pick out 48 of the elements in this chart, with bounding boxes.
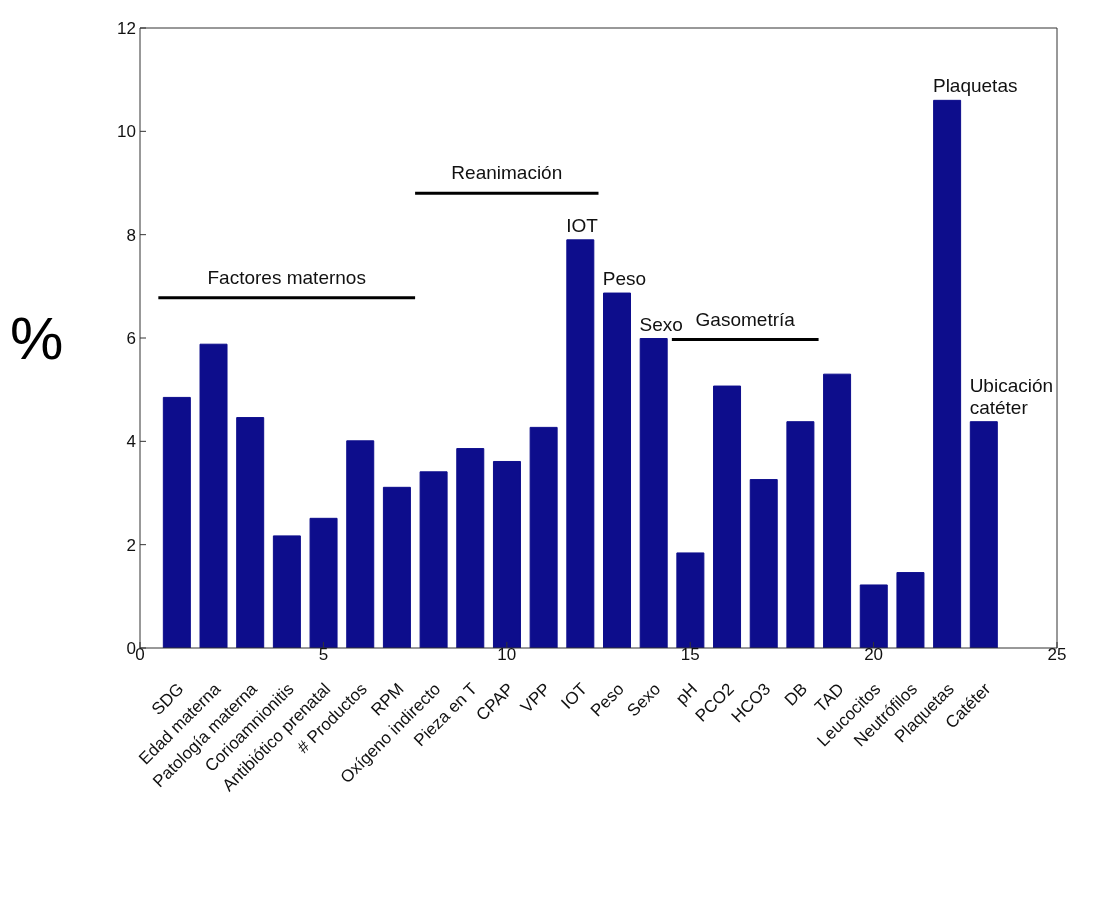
bar [346,440,375,648]
bar [676,552,705,648]
annotation: IOT [566,214,599,236]
bar [566,239,595,648]
bar [199,343,228,648]
y-tick-label: 0 [126,639,136,659]
bar [896,572,925,648]
bar [272,535,301,648]
bar [859,584,888,648]
x-tick-label: VPP [516,679,555,717]
x-tick-label: pH [672,679,702,709]
bar [492,460,521,648]
annotation: Gasometría [695,308,796,330]
y-tick-label: 10 [117,122,136,142]
bar [236,417,265,648]
annotation: Sexo [639,313,683,335]
bar [713,385,742,648]
x-tick-label: IOT [557,679,591,713]
x2-tick-label: 25 [1047,645,1067,664]
bar [969,421,998,648]
bar [309,517,338,648]
bar [456,448,485,648]
annotation: Factores maternos [207,266,366,288]
bar [749,479,778,648]
bar [786,421,815,648]
y-tick-label: 6 [126,329,136,349]
y-tick-label: 8 [126,225,136,245]
bar [639,338,668,648]
bar [419,471,448,648]
x2-tick-label: 10 [497,645,517,664]
x2-tick-label: 15 [680,645,700,664]
bar [529,426,558,648]
annotation: Peso [602,268,647,290]
x-tick-label: DB [780,679,812,710]
bar [933,99,962,648]
bar [382,486,411,648]
y-tick-label: 2 [126,535,136,555]
y-axis-title: % [10,305,64,373]
x2-tick-label: 20 [864,645,884,664]
y-tick-label: 4 [126,432,136,452]
bar [162,396,191,648]
bar [823,373,852,648]
x2-tick-label: 5 [318,645,329,664]
annotation: Ubicación catéter [969,374,1054,418]
annotation: Reanimación [451,162,563,184]
annotation: Plaquetas [932,75,1018,97]
bar [603,292,631,648]
y-tick-label: 12 [117,19,136,39]
